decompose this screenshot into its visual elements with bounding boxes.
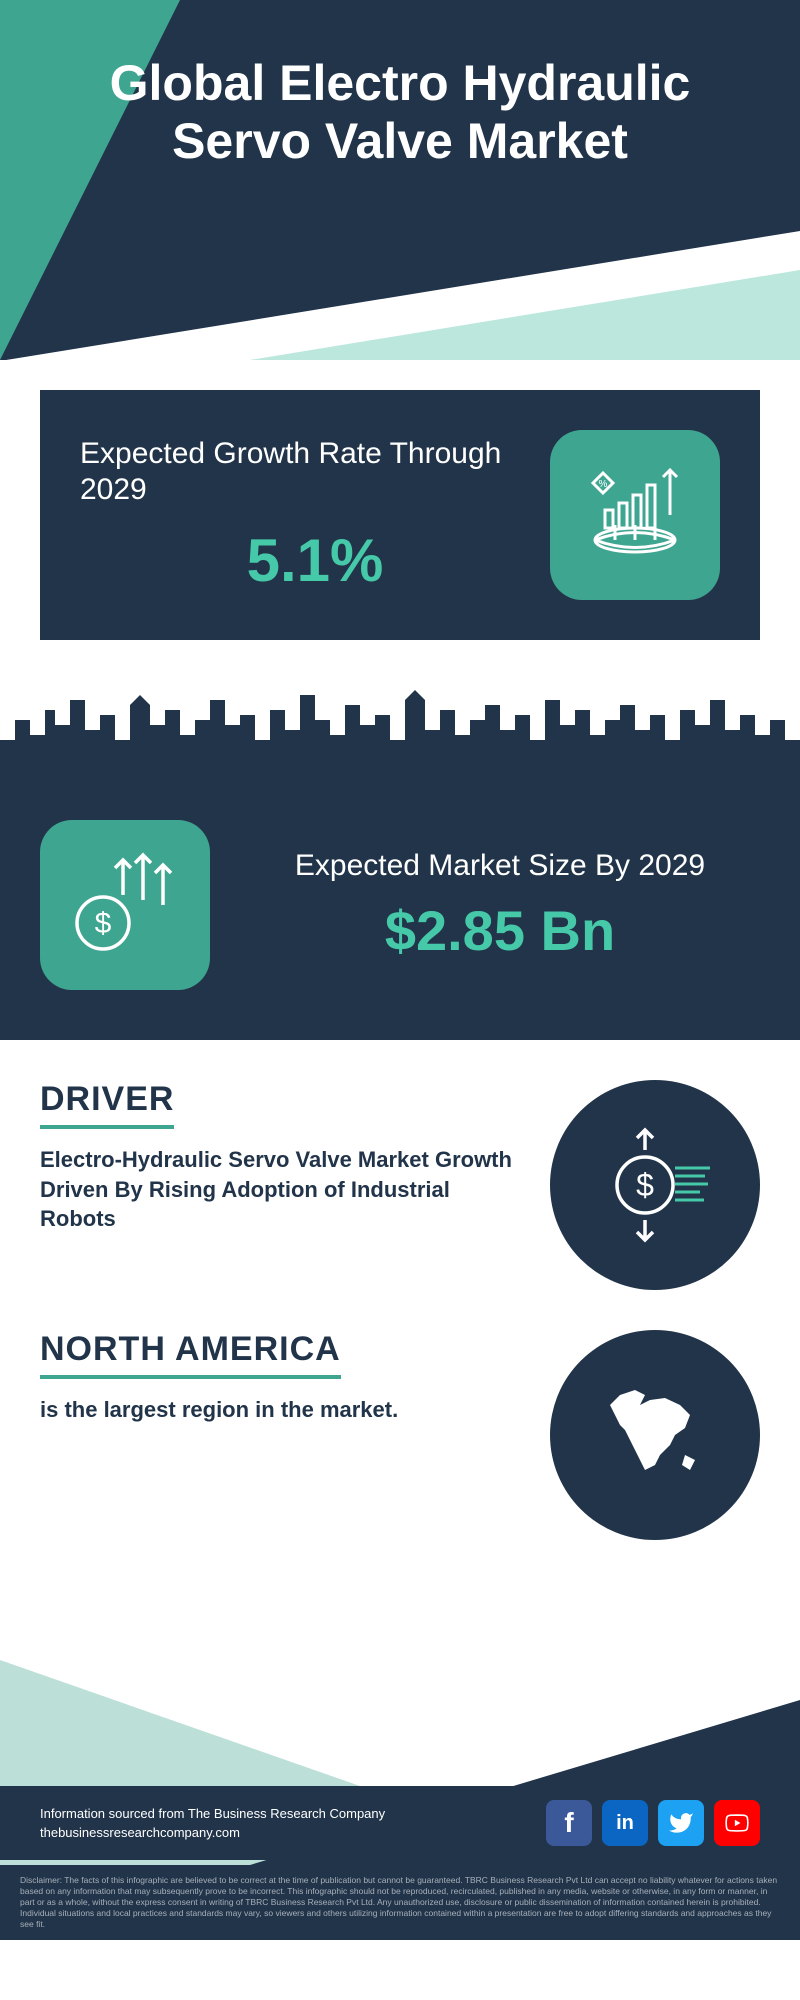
market-size-section: $ Expected Market Size By 2029 $2.85 Bn [0,780,800,1040]
market-size-text: Expected Market Size By 2029 $2.85 Bn [240,847,760,964]
market-size-value: $2.85 Bn [240,898,760,963]
driver-body: Electro-Hydraulic Servo Valve Market Gro… [40,1145,520,1234]
header-accent-teal-tri [250,270,800,360]
driver-section: DRIVER Electro-Hydraulic Servo Valve Mar… [0,1040,800,1310]
driver-text: DRIVER Electro-Hydraulic Servo Valve Mar… [40,1080,520,1234]
north-america-icon [550,1330,760,1540]
header: Global Electro Hydraulic Servo Valve Mar… [0,0,800,360]
page-title: Global Electro Hydraulic Servo Valve Mar… [0,55,800,170]
market-size-label: Expected Market Size By 2029 [240,847,760,885]
dollar-arrows-icon: $ [40,820,210,990]
dollar-cycle-icon: $ [550,1080,760,1290]
facebook-icon[interactable]: f [546,1800,592,1846]
region-body: is the largest region in the market. [40,1395,520,1425]
growth-rate-label: Expected Growth Rate Through 2029 [80,436,550,508]
youtube-icon[interactable] [714,1800,760,1846]
region-text: NORTH AMERICA is the largest region in t… [40,1330,520,1425]
growth-rate-text: Expected Growth Rate Through 2029 5.1% [80,436,550,595]
region-heading: NORTH AMERICA [40,1330,341,1379]
skyline-silhouette [0,670,800,780]
footer: Information sourced from The Business Re… [0,1600,800,1940]
linkedin-icon[interactable]: in [602,1800,648,1846]
footer-source-line1: Information sourced from The Business Re… [40,1804,385,1824]
svg-text:%: % [599,479,608,490]
growth-chart-icon: % [550,430,720,600]
footer-source-line2: thebusinessresearchcompany.com [40,1823,385,1843]
footer-info: Information sourced from The Business Re… [40,1804,385,1843]
twitter-icon[interactable] [658,1800,704,1846]
growth-rate-section: Expected Growth Rate Through 2029 5.1% % [40,390,760,640]
infographic-root: Global Electro Hydraulic Servo Valve Mar… [0,0,800,1940]
growth-rate-value: 5.1% [80,526,550,595]
driver-heading: DRIVER [40,1080,174,1129]
social-links: f in [546,1800,760,1846]
disclaimer-text: Disclaimer: The facts of this infographi… [0,1865,800,1940]
footer-band: Information sourced from The Business Re… [0,1786,800,1860]
svg-text:$: $ [636,1167,654,1203]
region-section: NORTH AMERICA is the largest region in t… [0,1310,800,1580]
svg-text:$: $ [95,907,112,940]
